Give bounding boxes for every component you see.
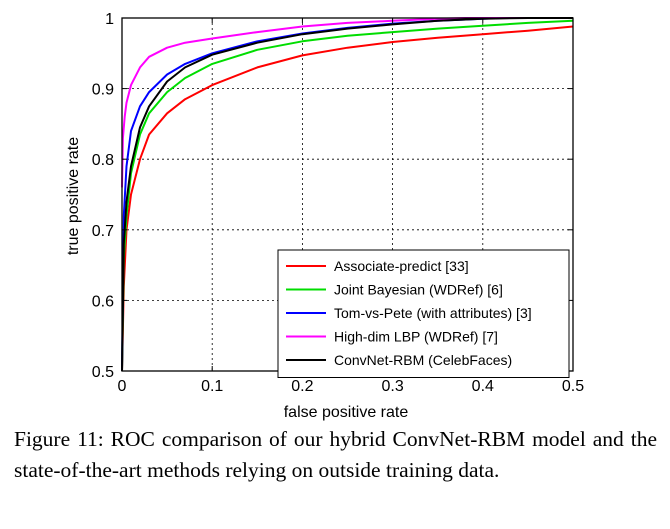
x-axis-label: false positive rate (284, 404, 409, 421)
y-tick-label: 0.6 (92, 293, 114, 310)
roc-curve-4 (121, 17, 573, 188)
x-tick-label: 0.2 (291, 378, 313, 395)
legend-label: Associate-predict [33] (334, 258, 469, 274)
y-tick-label: 0.8 (92, 152, 114, 169)
y-axis-label: true positive rate (65, 137, 82, 255)
axis-ticks: 0 0.1 0.2 0.3 0.4 0.5 0.5 0.6 0.7 0.8 0.9 1 (92, 11, 584, 395)
x-tick-label: 0.4 (472, 378, 494, 395)
x-tick-label: 0 (118, 378, 127, 395)
roc-curve-2 (121, 19, 574, 372)
legend-label: Joint Bayesian (WDRef) [6] (334, 282, 503, 298)
figure-caption: Figure 11: ROC comparison of our hybrid … (14, 427, 657, 482)
legend-label: ConvNet-RBM (CelebFaces) (334, 352, 512, 368)
x-tick-label: 0.1 (201, 378, 223, 395)
legend: Associate-predict [33] Joint Bayesian (WD… (277, 249, 570, 378)
y-tick-label: 1 (105, 11, 114, 28)
x-tick-label: 0.3 (381, 378, 403, 395)
roc-chart: 0 0.1 0.2 0.3 0.4 0.5 0.5 0.6 0.7 0.8 0.9 1 false p… (65, 11, 584, 421)
legend-box (277, 249, 570, 378)
y-tick-label: 0.5 (92, 364, 114, 381)
roc-curve-5 (121, 17, 573, 372)
roc-curves (121, 17, 574, 372)
legend-label: Tom-vs-Pete (with attributes) [3] (334, 305, 532, 321)
legend-label: High-dim LBP (WDRef) [7] (334, 329, 498, 345)
y-tick-label: 0.9 (92, 82, 114, 99)
y-tick-label: 0.7 (92, 223, 114, 240)
roc-curve-1 (121, 25, 574, 372)
x-tick-label: 0.5 (562, 378, 584, 395)
